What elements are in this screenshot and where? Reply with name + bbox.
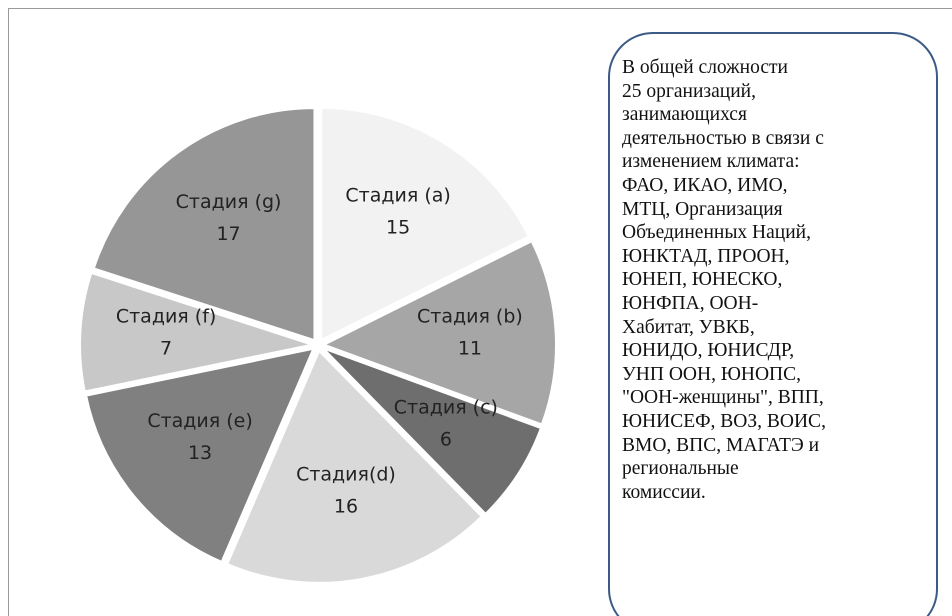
slice-label: Стадия(d) [296,464,396,486]
note-line: ЮНИСЕФ, ВОЗ, ВОИС, [622,410,826,432]
slice-value: 16 [334,496,358,518]
note-line: В общей сложности [622,57,788,78]
slice [84,347,316,564]
slice [322,347,543,516]
slice [226,349,484,584]
note-line: Хабитат, УВКБ, [622,316,755,338]
note-line: ЮНКТАД, ПРООН, [622,245,790,267]
note-line: изменением климата: [622,151,800,173]
note-line: ЮНФПА, ООН- [622,292,759,314]
note: В общей сложности 25 организаций, занимающ… [622,56,922,504]
slice [320,106,531,342]
note-line: ВМО, ВПС, МАГАТЭ и [622,434,820,456]
slice-value: 13 [188,442,212,464]
slice-value: 7 [160,338,172,360]
note-line: 25 организаций, [622,80,756,102]
pie: Стадия (a) 15 Стадия (b) 11 Стадия (c) 6 Стади… [79,106,557,584]
note-line: МТЦ, Организация [622,198,783,220]
slice-value: 17 [216,223,240,245]
slice-label: Стадия (g) [176,191,282,213]
note-line: ЮНЕП, ЮНЕСКО, [622,269,783,291]
slice-label: Стадия (a) [345,185,450,207]
slice [79,271,316,393]
note-line: Объединенных Наций, [622,222,811,244]
note-box [608,32,938,616]
slice-label: Стадия (b) [417,306,523,328]
slice [321,239,557,426]
note-line: региональные [622,458,739,480]
slice-label: Стадия (c) [394,396,498,418]
note-line: УНП ООН, ЮНОПС, [622,363,802,385]
note-line: ЮНИДО, ЮНИСДР, [622,340,795,362]
slice-label: Стадия (f) [116,306,216,328]
note-line: комиссии. [622,481,706,503]
frame [8,8,952,616]
note-line: ФАО, ИКАО, ИМО, [622,174,788,196]
note-line: занимающихся [622,104,747,126]
slice-value: 11 [458,338,482,360]
slice-label: Стадия (e) [147,410,252,432]
slice [92,107,316,342]
slice-value: 6 [440,428,452,450]
note-line: деятельностью в связи с [622,127,824,149]
slice-value: 15 [386,217,410,239]
note-line: "ООН-женщины", ВПП, [622,387,824,409]
